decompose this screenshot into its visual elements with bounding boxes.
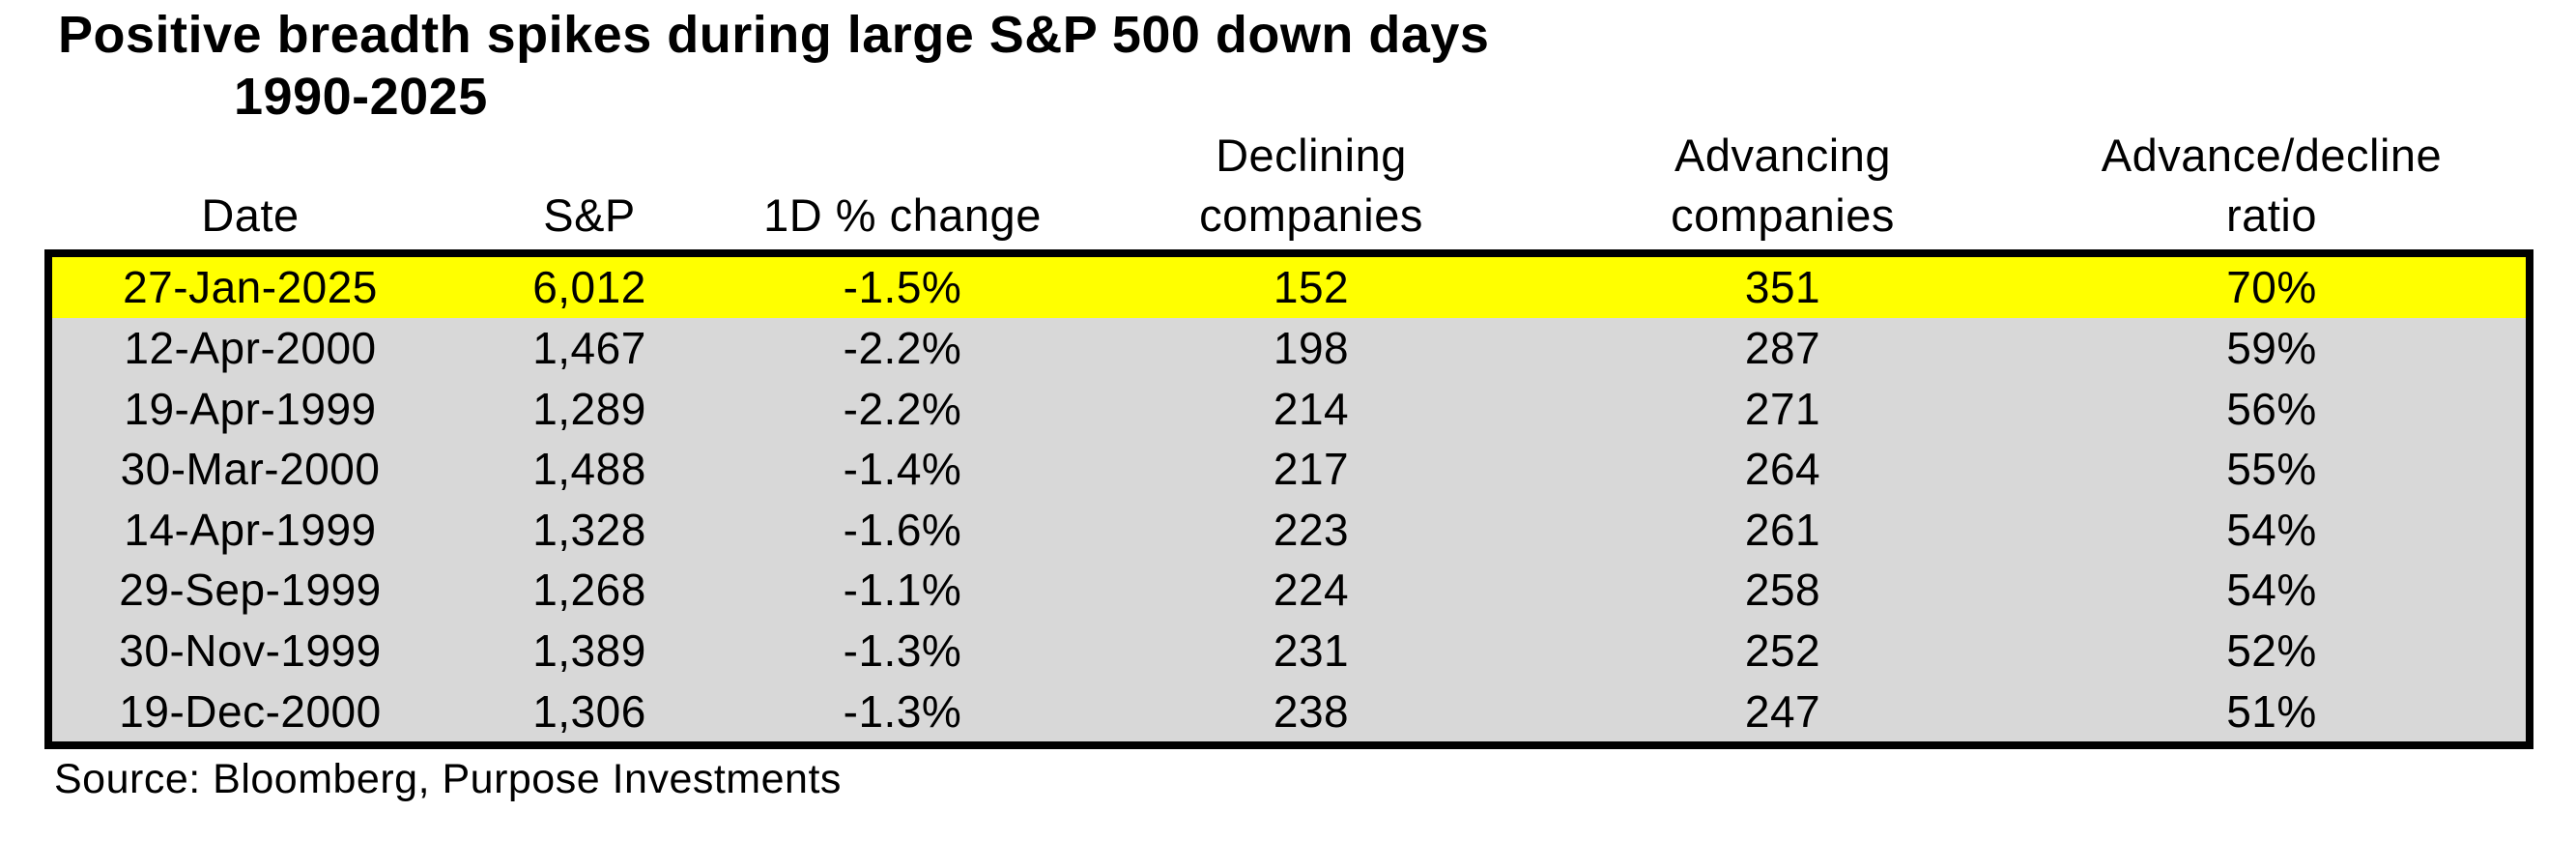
table-row: 30-Mar-2000 1,488 -1.4% 217 264 55% (52, 438, 2526, 500)
table-row: 19-Apr-1999 1,289 -2.2% 214 271 56% (52, 378, 2526, 439)
table-cell: 30-Mar-2000 (120, 444, 381, 495)
table-cell: 52% (2226, 625, 2317, 677)
table-cell: 231 (1273, 625, 1350, 677)
table-cell: 30-Nov-1999 (119, 625, 382, 677)
page-subtitle: 1990-2025 (234, 68, 488, 126)
page-title: Positive breadth spikes during large S&P… (58, 6, 1490, 64)
table-cell: 198 (1273, 322, 1350, 373)
table-row: 30-Nov-1999 1,389 -1.3% 231 252 52% (52, 620, 2526, 682)
table-cell: 1,268 (532, 565, 646, 616)
table-cell: 1,488 (532, 444, 646, 495)
table-cell: 252 (1744, 625, 1821, 677)
table-row: 29-Sep-1999 1,268 -1.1% 224 258 54% (52, 560, 2526, 621)
column-header-declining: Declining companies (1199, 130, 1423, 241)
column-header-date: Date (201, 189, 300, 241)
table-cell: 1,467 (532, 322, 646, 373)
table-cell: -2.2% (843, 322, 962, 373)
table-cell: 6,012 (532, 262, 646, 313)
column-header-ad-ratio: Advance/decline ratio (2101, 130, 2443, 241)
table-cell: 224 (1273, 565, 1350, 616)
table-cell: 14-Apr-1999 (124, 504, 377, 555)
table-cell: -2.2% (843, 383, 962, 434)
table-row: 14-Apr-1999 1,328 -1.6% 223 261 54% (52, 499, 2526, 561)
table-cell: 1,289 (532, 383, 646, 434)
table-cell: 56% (2226, 383, 2317, 434)
table-cell: 217 (1273, 444, 1350, 495)
table-cell: 258 (1744, 565, 1821, 616)
column-header-sp: S&P (543, 189, 636, 241)
table-cell: -1.6% (843, 504, 962, 555)
table-cell: -1.3% (843, 625, 962, 677)
table-cell: 238 (1273, 685, 1350, 737)
table-row: 12-Apr-2000 1,467 -2.2% 198 287 59% (52, 317, 2526, 379)
table-body: 27-Jan-2025 6,012 -1.5% 152 351 70% 12-Apr-200… (44, 249, 2533, 749)
table-cell: 54% (2226, 504, 2317, 555)
table-cell: 247 (1744, 685, 1821, 737)
table-cell: 264 (1744, 444, 1821, 495)
table-row-highlighted: 27-Jan-2025 6,012 -1.5% 152 351 70% (52, 257, 2526, 318)
source-note: Source: Bloomberg, Purpose Investments (54, 756, 842, 802)
table-cell: 19-Apr-1999 (124, 383, 377, 434)
table-cell: 1,389 (532, 625, 646, 677)
table-header-row: Date S&P 1D % change Declining companies… (52, 124, 2526, 247)
column-header-advancing: Advancing companies (1671, 130, 1895, 241)
table-cell: 287 (1744, 322, 1821, 373)
table-cell: 29-Sep-1999 (119, 565, 382, 616)
table-cell: 54% (2226, 565, 2317, 616)
table-cell: -1.4% (843, 444, 962, 495)
table-cell: 152 (1273, 262, 1350, 313)
table-cell: 19-Dec-2000 (119, 685, 382, 737)
table-cell: 1,328 (532, 504, 646, 555)
table-cell: 27-Jan-2025 (123, 262, 378, 313)
table-cell: 12-Apr-2000 (124, 322, 377, 373)
column-header-1d-change: 1D % change (763, 189, 1042, 241)
table-cell: 70% (2226, 262, 2317, 313)
table-cell: 271 (1744, 383, 1821, 434)
table-cell: -1.3% (843, 685, 962, 737)
table-cell: 223 (1273, 504, 1350, 555)
table-cell: -1.1% (843, 565, 962, 616)
table-row: 19-Dec-2000 1,306 -1.3% 238 247 51% (52, 681, 2526, 741)
table-cell: 59% (2226, 322, 2317, 373)
table-cell: 55% (2226, 444, 2317, 495)
table-cell: 351 (1744, 262, 1821, 313)
table-cell: 261 (1744, 504, 1821, 555)
table-cell: 51% (2226, 685, 2317, 737)
table-cell: 1,306 (532, 685, 646, 737)
title-block: Positive breadth spikes during large S&P… (58, 4, 1489, 128)
table-cell: 214 (1273, 383, 1350, 434)
table-cell: -1.5% (843, 262, 962, 313)
